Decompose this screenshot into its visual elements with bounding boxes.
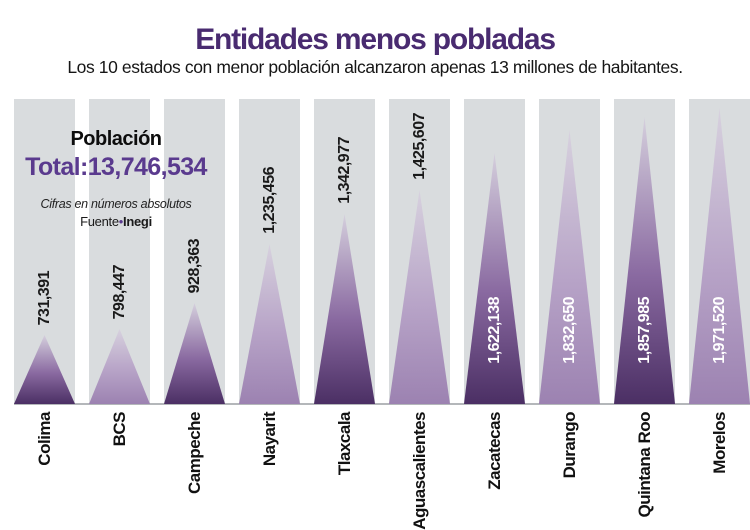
population-label: Población xyxy=(70,128,162,150)
subtitle: Los 10 estados con menor población alcan… xyxy=(67,57,683,77)
state-label-tlaxcala: Tlaxcala xyxy=(314,412,375,520)
page-title: Entidades menos pobladas xyxy=(195,23,556,56)
state-label-nayarit: Nayarit xyxy=(239,412,300,520)
state-label-colima: Colima xyxy=(14,412,75,520)
state-label-morelos: Morelos xyxy=(689,412,750,520)
source-prefix: Fuente xyxy=(80,214,119,229)
state-label-zacatecas: Zacatecas xyxy=(464,412,525,520)
legend-block: Población Total:13,746,534 Cifras en núm… xyxy=(8,128,224,229)
state-name: Morelos xyxy=(710,412,729,474)
state-label-quintana-roo: Quintana Roo xyxy=(614,412,675,520)
state-name: Campeche xyxy=(185,412,204,494)
state-name: Quintana Roo xyxy=(635,412,654,518)
state-name: BCS xyxy=(110,412,129,447)
state-label-durango: Durango xyxy=(539,412,600,520)
state-name: Tlaxcala xyxy=(335,412,354,476)
state-name: Nayarit xyxy=(260,412,279,467)
chart-baseline xyxy=(14,403,750,405)
bullet-icon: • xyxy=(118,214,124,229)
total-value: Total:13,746,534 xyxy=(8,153,224,182)
state-label-campeche: Campeche xyxy=(164,412,225,520)
state-name: Aguascalientes xyxy=(410,412,429,530)
total-number: 13,746,534 xyxy=(87,153,208,181)
figures-note: Cifras en números absolutos xyxy=(40,197,192,211)
state-label-aguascalientes: Aguascalientes xyxy=(389,412,450,530)
state-name: Colima xyxy=(35,412,54,466)
source-name: Inegi xyxy=(123,214,152,229)
total-label: Total: xyxy=(25,153,88,181)
state-name: Durango xyxy=(560,412,579,479)
source-line: Fuente•Inegi xyxy=(8,214,224,229)
state-label-bcs: BCS xyxy=(89,412,150,520)
state-name: Zacatecas xyxy=(485,412,504,490)
